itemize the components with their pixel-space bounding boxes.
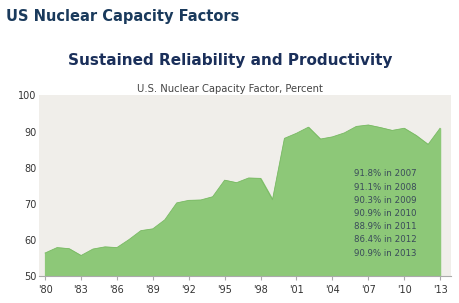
Text: 91.8% in 2007
91.1% in 2008
90.3% in 2009
90.9% in 2010
88.9% in 2011
86.4% in 2: 91.8% in 2007 91.1% in 2008 90.3% in 200… <box>353 169 416 258</box>
Text: US Nuclear Capacity Factors: US Nuclear Capacity Factors <box>6 9 238 24</box>
Text: U.S. Nuclear Capacity Factor, Percent: U.S. Nuclear Capacity Factor, Percent <box>137 84 322 95</box>
Text: Sustained Reliability and Productivity: Sustained Reliability and Productivity <box>67 53 392 68</box>
